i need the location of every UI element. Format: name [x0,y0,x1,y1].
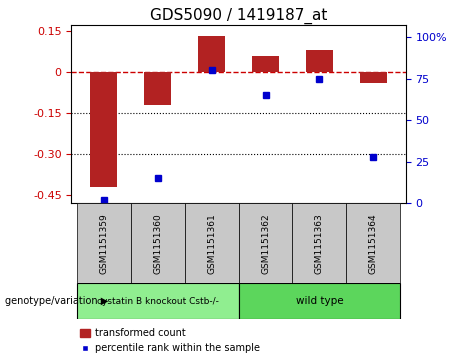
Text: cystatin B knockout Cstb-/-: cystatin B knockout Cstb-/- [97,297,219,306]
Bar [239,203,292,283]
Bar [77,283,239,319]
Text: genotype/variation ▶: genotype/variation ▶ [5,296,108,306]
Bar [198,36,225,72]
Bar [185,203,239,283]
Text: GSM1151361: GSM1151361 [207,213,216,274]
Bar [77,203,131,283]
Text: GSM1151364: GSM1151364 [369,213,378,274]
Bar [306,50,333,72]
Bar [239,283,400,319]
Bar [144,72,171,105]
Text: GSM1151362: GSM1151362 [261,213,270,274]
Bar [252,56,279,72]
Text: GSM1151359: GSM1151359 [99,213,108,274]
Bar [346,203,400,283]
Text: GSM1151363: GSM1151363 [315,213,324,274]
Bar [131,203,185,283]
Bar [360,72,387,83]
Title: GDS5090 / 1419187_at: GDS5090 / 1419187_at [150,8,327,24]
Legend: transformed count, percentile rank within the sample: transformed count, percentile rank withi… [77,324,264,357]
Bar [90,72,117,187]
Bar [292,203,346,283]
Text: wild type: wild type [296,296,343,306]
Text: GSM1151360: GSM1151360 [153,213,162,274]
